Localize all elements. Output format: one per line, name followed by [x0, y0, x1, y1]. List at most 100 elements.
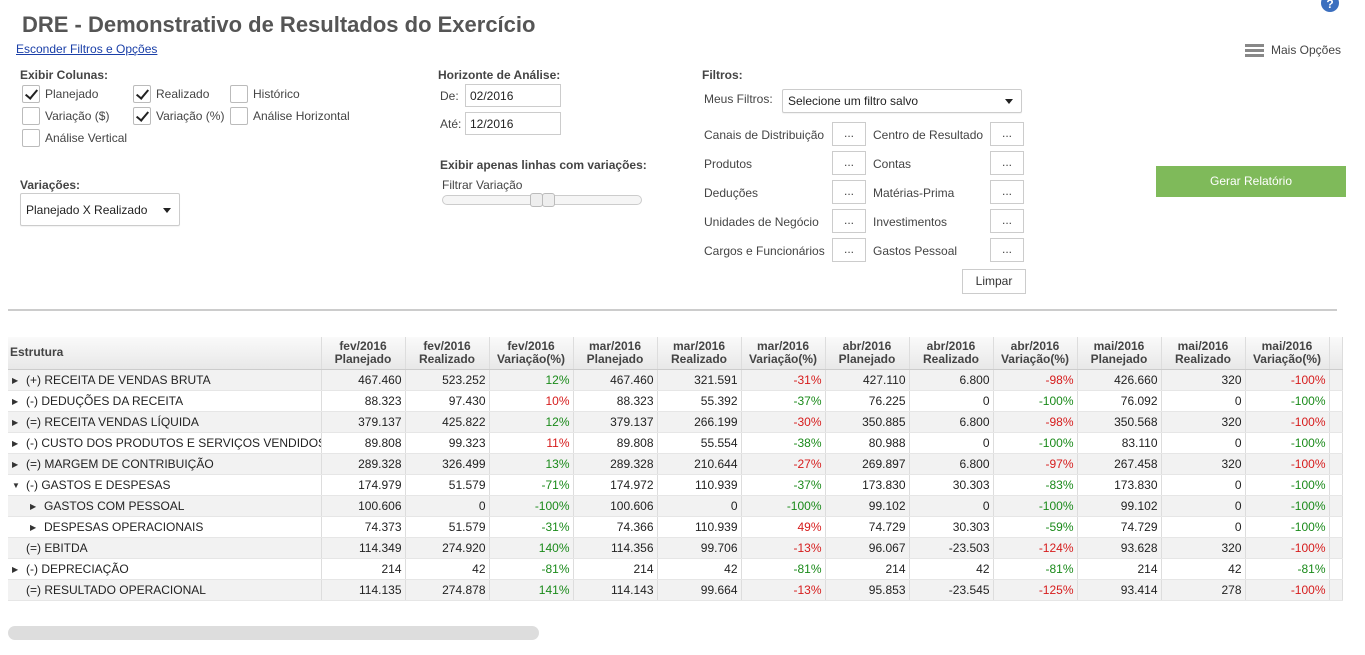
- table-row[interactable]: (=) EBITDA 114.349 274.920 140% 114.356 99.70…: [8, 537, 1343, 559]
- column-header-period: mar/2016: [672, 338, 726, 353]
- horizontal-scrollbar[interactable]: [8, 626, 539, 640]
- spacer-cell: [1329, 369, 1343, 391]
- my-filters-select[interactable]: Selecione um filtro salvo: [782, 89, 1022, 113]
- value-cell: 93.414: [1077, 579, 1162, 601]
- expand-right-icon[interactable]: ▶: [12, 438, 19, 448]
- column-header[interactable]: abr/2016 Realizado: [909, 337, 994, 370]
- filter-picker-button[interactable]: ...: [990, 209, 1024, 233]
- table-row[interactable]: ▶ (=) RECEITA VENDAS LÍQUIDA 379.137 425.82…: [8, 411, 1343, 433]
- filter-picker-button[interactable]: ...: [990, 151, 1024, 175]
- column-checkbox-label: Análise Horizontal: [253, 109, 350, 123]
- more-options-button[interactable]: Mais Opções: [1245, 43, 1341, 57]
- column-checkbox[interactable]: Variação (%): [133, 107, 224, 125]
- filter-picker-button[interactable]: ...: [832, 151, 866, 175]
- column-header-measure: Variação(%): [1252, 351, 1322, 366]
- column-header[interactable]: abr/2016 Planejado: [825, 337, 910, 370]
- expand-right-icon[interactable]: ▶: [12, 375, 19, 385]
- checkbox-unchecked-icon[interactable]: [22, 107, 40, 125]
- variation-cell: 49%: [741, 516, 826, 538]
- row-label: (+) RECEITA DE VENDAS BRUTA: [26, 372, 211, 387]
- horizon-to-input[interactable]: [465, 112, 561, 135]
- spacer-cell: [1329, 579, 1343, 601]
- variation-cell: -38%: [741, 432, 826, 454]
- filter-picker-button[interactable]: ...: [832, 122, 866, 146]
- expand-right-icon[interactable]: ▶: [30, 501, 37, 511]
- table-row[interactable]: ▶ (+) RECEITA DE VENDAS BRUTA 467.460 523.2…: [8, 369, 1343, 391]
- value-cell: 269.897: [825, 453, 910, 475]
- checkbox-checked-icon[interactable]: [133, 107, 151, 125]
- table-row[interactable]: ▶ (=) MARGEM DE CONTRIBUIÇÃO 289.328 326.49…: [8, 453, 1343, 475]
- table-row[interactable]: ▶ GASTOS COM PESSOAL 100.606 0 -100% 100.606 0…: [8, 495, 1343, 517]
- expand-right-icon[interactable]: ▶: [12, 417, 19, 427]
- checkbox-checked-icon[interactable]: [133, 85, 151, 103]
- value-cell: 174.979: [321, 474, 406, 496]
- row-label: (=) RESULTADO OPERACIONAL: [26, 582, 206, 597]
- column-checkbox[interactable]: Histórico: [230, 85, 300, 103]
- row-label: (=) RECEITA VENDAS LÍQUIDA: [26, 414, 199, 429]
- table-row[interactable]: ▶ (-) DEPRECIAÇÃO 214 42 -81% 214 42 -81% 214 42-…: [8, 558, 1343, 580]
- checkbox-unchecked-icon[interactable]: [22, 129, 40, 147]
- value-cell: 214: [573, 558, 658, 580]
- value-cell: 99.102: [1077, 495, 1162, 517]
- table-row[interactable]: ▶ (-) DEDUÇÕES DA RECEITA 88.323 97.430 10% 8…: [8, 390, 1343, 412]
- table-row[interactable]: ▼ (-) GASTOS E DESPESAS 174.979 51.579 -71% 1…: [8, 474, 1343, 496]
- column-header[interactable]: mar/2016 Variação(%): [741, 337, 826, 370]
- column-checkbox[interactable]: Realizado: [133, 85, 209, 103]
- table-row[interactable]: ▶ (-) CUSTO DOS PRODUTOS E SERVIÇOS VENDI…: [8, 432, 1343, 454]
- variation-slider[interactable]: [442, 193, 642, 207]
- spacer-cell: [1329, 432, 1343, 454]
- horizon-from-input[interactable]: [465, 84, 561, 107]
- toggle-filters-link[interactable]: Esconder Filtros e Opções: [16, 42, 158, 56]
- expand-right-icon[interactable]: ▶: [12, 459, 19, 469]
- column-header[interactable]: mai/2016 Planejado: [1077, 337, 1162, 370]
- column-header[interactable]: fev/2016 Realizado: [405, 337, 490, 370]
- column-header[interactable]: fev/2016 Planejado: [321, 337, 406, 370]
- column-checkbox-label: Análise Vertical: [45, 131, 128, 145]
- expand-right-icon[interactable]: ▶: [12, 564, 19, 574]
- clear-filters-button[interactable]: Limpar: [962, 269, 1026, 294]
- column-header-measure: Planejado: [838, 351, 896, 366]
- filter-picker-button[interactable]: ...: [832, 238, 866, 262]
- value-cell: 266.199: [657, 411, 742, 433]
- column-checkbox[interactable]: Análise Vertical: [22, 129, 127, 147]
- chevron-down-icon: [1005, 99, 1013, 104]
- spacer-cell: [1329, 390, 1343, 412]
- checkbox-checked-icon[interactable]: [22, 85, 40, 103]
- column-checkbox[interactable]: Planejado: [22, 85, 98, 103]
- filter-picker-button[interactable]: ...: [990, 238, 1024, 262]
- value-cell: 0: [1161, 495, 1246, 517]
- my-filters-label: Meus Filtros:: [704, 92, 773, 106]
- column-header-structure[interactable]: Estrutura: [8, 337, 322, 370]
- table-row[interactable]: ▶ DESPESAS OPERACIONAIS 74.373 51.579 -31% 74…: [8, 516, 1343, 538]
- expand-down-icon[interactable]: ▼: [12, 480, 20, 490]
- variations-select[interactable]: Planejado X Realizado: [20, 193, 180, 226]
- filter-picker-button[interactable]: ...: [832, 209, 866, 233]
- expand-right-icon[interactable]: ▶: [30, 522, 37, 532]
- value-cell: 30.303: [909, 516, 994, 538]
- filter-picker-button[interactable]: ...: [990, 180, 1024, 204]
- column-checkbox-label: Variação (%): [156, 109, 225, 123]
- expand-right-icon[interactable]: ▶: [12, 396, 19, 406]
- help-icon[interactable]: ?: [1321, 0, 1339, 12]
- column-header[interactable]: mai/2016 Realizado: [1161, 337, 1246, 370]
- hamburger-menu-icon: [1245, 43, 1264, 57]
- value-cell: 88.323: [573, 390, 658, 412]
- filter-picker-button[interactable]: ...: [832, 180, 866, 204]
- column-header[interactable]: fev/2016 Variação(%): [489, 337, 574, 370]
- column-header[interactable]: abr/2016 Variação(%): [993, 337, 1078, 370]
- column-checkbox[interactable]: Variação ($): [22, 107, 109, 125]
- column-checkbox[interactable]: Análise Horizontal: [230, 107, 350, 125]
- value-cell: 93.628: [1077, 537, 1162, 559]
- column-header[interactable]: mai/2016 Variação(%): [1245, 337, 1330, 370]
- checkbox-unchecked-icon[interactable]: [230, 85, 248, 103]
- filter-picker-button[interactable]: ...: [990, 122, 1024, 146]
- variation-cell: -100%: [1245, 537, 1330, 559]
- slider-handle-max[interactable]: [542, 193, 555, 207]
- generate-report-button[interactable]: Gerar Relatório: [1156, 166, 1346, 197]
- table-row[interactable]: (=) RESULTADO OPERACIONAL 114.135 274.878 1…: [8, 579, 1343, 601]
- value-cell: 523.252: [405, 369, 490, 391]
- checkbox-unchecked-icon[interactable]: [230, 107, 248, 125]
- column-header[interactable]: mar/2016 Planejado: [573, 337, 658, 370]
- variation-cell: 11%: [489, 432, 574, 454]
- column-header[interactable]: mar/2016 Realizado: [657, 337, 742, 370]
